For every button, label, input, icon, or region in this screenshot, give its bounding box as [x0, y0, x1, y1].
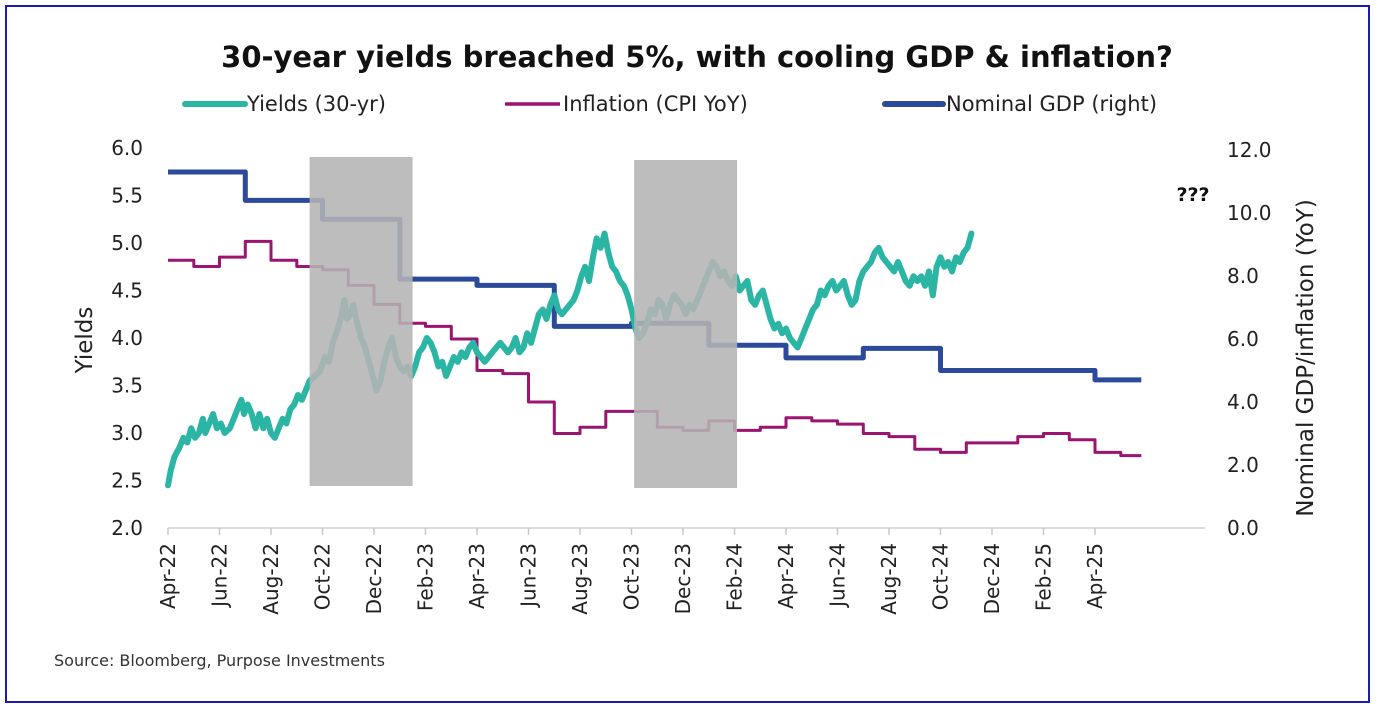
annotation-question-marks: ???: [1176, 184, 1209, 206]
x-tick-label: Feb-25: [1032, 543, 1056, 611]
x-tick-label: Jun-24: [826, 543, 850, 609]
y2-tick-label: 0.0: [1227, 516, 1259, 540]
y-axis-right-title: Nominal GDP/inflation (YoY): [1293, 199, 1319, 517]
x-tick-label: Jun-23: [517, 543, 541, 609]
x-tick-label: Aug-23: [568, 543, 592, 615]
y-axis-left-title: Yields: [72, 307, 98, 375]
shaded-period-1: [309, 157, 413, 486]
y-tick-label: 4.5: [111, 279, 143, 303]
y2-tick-label: 4.0: [1227, 390, 1259, 414]
shaded-period-2: [634, 160, 738, 488]
legend-label-yields: Yields (30-yr): [246, 92, 386, 116]
x-tick-label: Dec-22: [362, 543, 386, 614]
legend-label-gdp: Nominal GDP (right): [946, 92, 1157, 116]
legend: Yields (30-yr) Inflation (CPI YoY) Nomin…: [182, 92, 1157, 116]
x-tick-label: Apr-25: [1083, 543, 1107, 609]
y-axis-left-ticks: 2.0 2.5 3.0 3.5 4.0 4.5 5.0 5.5 6.0: [111, 136, 143, 540]
x-axis-ticks: Apr-22 Jun-22 Aug-22 Oct-22 Dec-22 Feb-23 Apr-…: [156, 528, 1107, 615]
x-tick-label: Dec-23: [671, 543, 695, 614]
y2-tick-label: 2.0: [1227, 453, 1259, 477]
y-tick-label: 4.0: [111, 326, 143, 350]
source-note: Source: Bloomberg, Purpose Investments: [54, 651, 385, 670]
x-tick-label: Apr-22: [156, 543, 180, 609]
x-tick-label: Feb-23: [414, 543, 438, 611]
shaded-periods: [309, 157, 738, 488]
y-tick-label: 2.5: [111, 469, 143, 493]
chart-title: 30-year yields breached 5%, with cooling…: [221, 40, 1173, 74]
x-tick-label: Oct-24: [929, 543, 953, 610]
y-tick-label: 3.0: [111, 421, 143, 445]
x-tick-label: Oct-23: [620, 543, 644, 610]
x-tick-label: Apr-24: [774, 543, 798, 609]
x-tick-label: Feb-24: [723, 543, 747, 611]
legend-label-inflation: Inflation (CPI YoY): [563, 92, 748, 116]
y2-tick-label: 10.0: [1227, 201, 1272, 225]
y-tick-label: 6.0: [111, 136, 143, 160]
x-tick-label: Jun-22: [208, 543, 232, 609]
y2-tick-label: 8.0: [1227, 264, 1259, 288]
x-tick-label: Apr-23: [465, 543, 489, 609]
y-axis-right-ticks: 0.0 2.0 4.0 6.0 8.0 10.0 12.0: [1227, 138, 1272, 540]
x-tick-label: Aug-22: [259, 543, 283, 615]
y2-tick-label: 12.0: [1227, 138, 1272, 162]
x-tick-label: Dec-24: [980, 543, 1004, 614]
y2-tick-label: 6.0: [1227, 327, 1259, 351]
y-tick-label: 3.5: [111, 374, 143, 398]
y-tick-label: 2.0: [111, 516, 143, 540]
x-tick-label: Oct-22: [311, 543, 335, 610]
y-tick-label: 5.0: [111, 231, 143, 255]
y-tick-label: 5.5: [111, 184, 143, 208]
x-tick-label: Aug-24: [877, 543, 901, 615]
